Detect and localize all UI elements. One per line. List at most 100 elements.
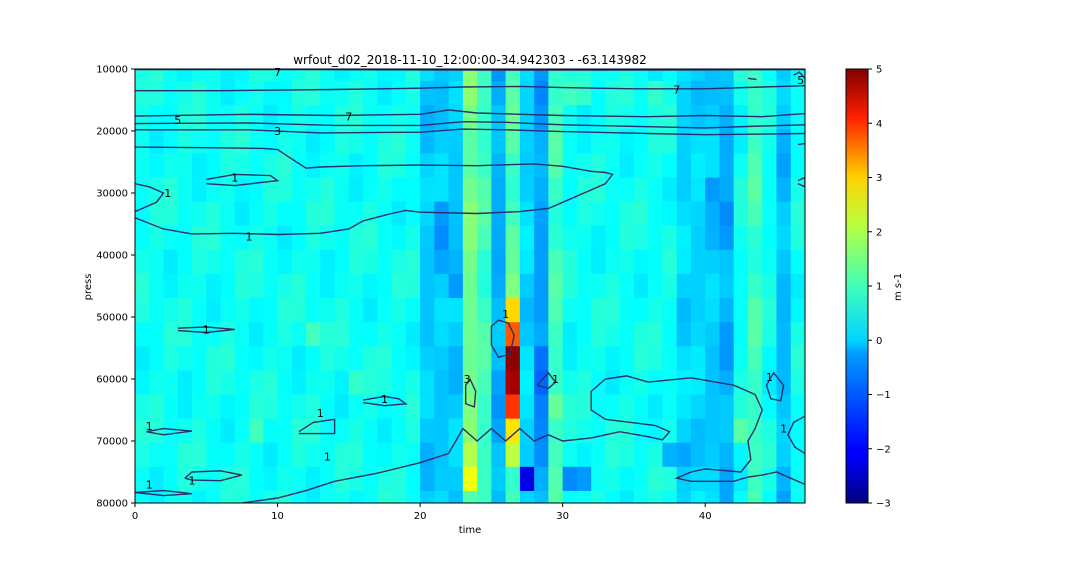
heatmap-cell	[562, 249, 578, 275]
heatmap-cell	[747, 153, 763, 179]
heatmap-cell	[377, 322, 393, 347]
heatmap-cell	[705, 69, 721, 82]
heatmap-cell	[462, 298, 478, 323]
heatmap-cell	[747, 346, 763, 371]
heatmap-cell	[391, 105, 407, 130]
heatmap-cell	[733, 418, 749, 444]
heatmap-cell	[548, 81, 564, 106]
heatmap-cell	[249, 273, 264, 299]
heatmap-cell	[790, 322, 805, 347]
contour-label: 1	[146, 478, 153, 491]
heatmap-cell	[705, 249, 721, 275]
x-axis-label: time	[459, 525, 482, 536]
heatmap-cell	[405, 273, 421, 299]
heatmap-cell	[576, 490, 592, 503]
heatmap-cell	[491, 153, 507, 179]
heatmap-cell	[391, 129, 407, 154]
heatmap-cell	[690, 201, 706, 227]
contour-line	[797, 176, 805, 188]
heatmap-cell	[719, 105, 735, 130]
heatmap-cell	[591, 201, 607, 227]
heatmap-cell	[477, 69, 492, 82]
heatmap-cells	[135, 69, 805, 503]
y-tick-label: 20000	[96, 127, 128, 138]
heatmap-cell	[605, 201, 621, 227]
y-tick-label: 60000	[96, 375, 128, 386]
heatmap-cell	[277, 81, 293, 106]
heatmap-cell	[747, 490, 763, 503]
heatmap-cell	[776, 273, 792, 299]
heatmap-cell	[747, 129, 763, 154]
heatmap-cell	[420, 81, 435, 106]
contour-label: 1	[780, 423, 787, 436]
colorbar-tick-label: 4	[876, 119, 882, 130]
heatmap-cell	[391, 418, 407, 444]
heatmap-cell	[605, 69, 621, 82]
heatmap-cell	[690, 273, 706, 299]
heatmap-cell	[377, 466, 393, 492]
heatmap-cell	[762, 201, 778, 227]
heatmap-cell	[790, 69, 805, 82]
heatmap-cell	[348, 225, 364, 251]
heatmap-cell	[676, 273, 692, 299]
heatmap-cell	[705, 322, 721, 347]
heatmap-cell	[377, 69, 393, 82]
heatmap-cell	[790, 394, 805, 420]
heatmap-cell	[477, 490, 492, 503]
heatmap-cell	[192, 249, 207, 275]
heatmap-cell	[690, 466, 706, 492]
heatmap-cell	[619, 249, 635, 275]
heatmap-cell	[234, 273, 250, 299]
heatmap-cell	[220, 225, 236, 251]
heatmap-cell	[719, 273, 735, 299]
contour-label: 1	[502, 308, 509, 321]
heatmap-cell	[149, 201, 165, 227]
heatmap-cell	[534, 81, 550, 106]
heatmap-cell	[291, 153, 307, 179]
heatmap-cell	[434, 249, 450, 275]
heatmap-cell	[790, 298, 805, 323]
heatmap-cell	[705, 153, 721, 179]
heatmap-cell	[206, 129, 222, 154]
heatmap-cell	[291, 105, 307, 130]
heatmap-cell	[462, 105, 478, 130]
heatmap-cell	[690, 322, 706, 347]
heatmap-cell	[705, 129, 721, 154]
heatmap-cell	[491, 322, 507, 347]
heatmap-cell	[619, 273, 635, 299]
heatmap-cell	[306, 105, 321, 130]
heatmap-cell	[662, 177, 678, 203]
heatmap-cell	[149, 346, 165, 371]
heatmap-cell	[633, 129, 649, 154]
heatmap-cell	[334, 273, 350, 299]
heatmap-cell	[448, 69, 464, 82]
contour-line	[490, 319, 515, 359]
heatmap-cell	[705, 298, 721, 323]
heatmap-cell	[719, 370, 735, 396]
heatmap-cell	[776, 346, 792, 371]
heatmap-cell	[249, 346, 264, 371]
heatmap-cell	[605, 490, 621, 503]
heatmap-cell	[505, 105, 521, 130]
heatmap-cell	[320, 225, 336, 251]
heatmap-cell	[462, 346, 478, 371]
heatmap-cell	[163, 298, 179, 323]
heatmap-cell	[320, 298, 336, 323]
heatmap-cell	[448, 129, 464, 154]
contour-label: 1	[164, 187, 171, 200]
heatmap-cell	[491, 69, 507, 82]
heatmap-cell	[676, 394, 692, 420]
heatmap-cell	[206, 394, 222, 420]
heatmap-cell	[420, 370, 435, 396]
heatmap-cell	[562, 298, 578, 323]
y-tick-label: 80000	[96, 499, 128, 510]
heatmap-cell	[320, 322, 336, 347]
heatmap-cell	[234, 105, 250, 130]
heatmap-cell	[648, 394, 664, 420]
heatmap-cell	[519, 442, 535, 468]
heatmap-cell	[405, 442, 421, 468]
heatmap-cell	[220, 370, 236, 396]
heatmap-cell	[448, 370, 464, 396]
heatmap-cell	[405, 81, 421, 106]
heatmap-cell	[277, 466, 293, 492]
